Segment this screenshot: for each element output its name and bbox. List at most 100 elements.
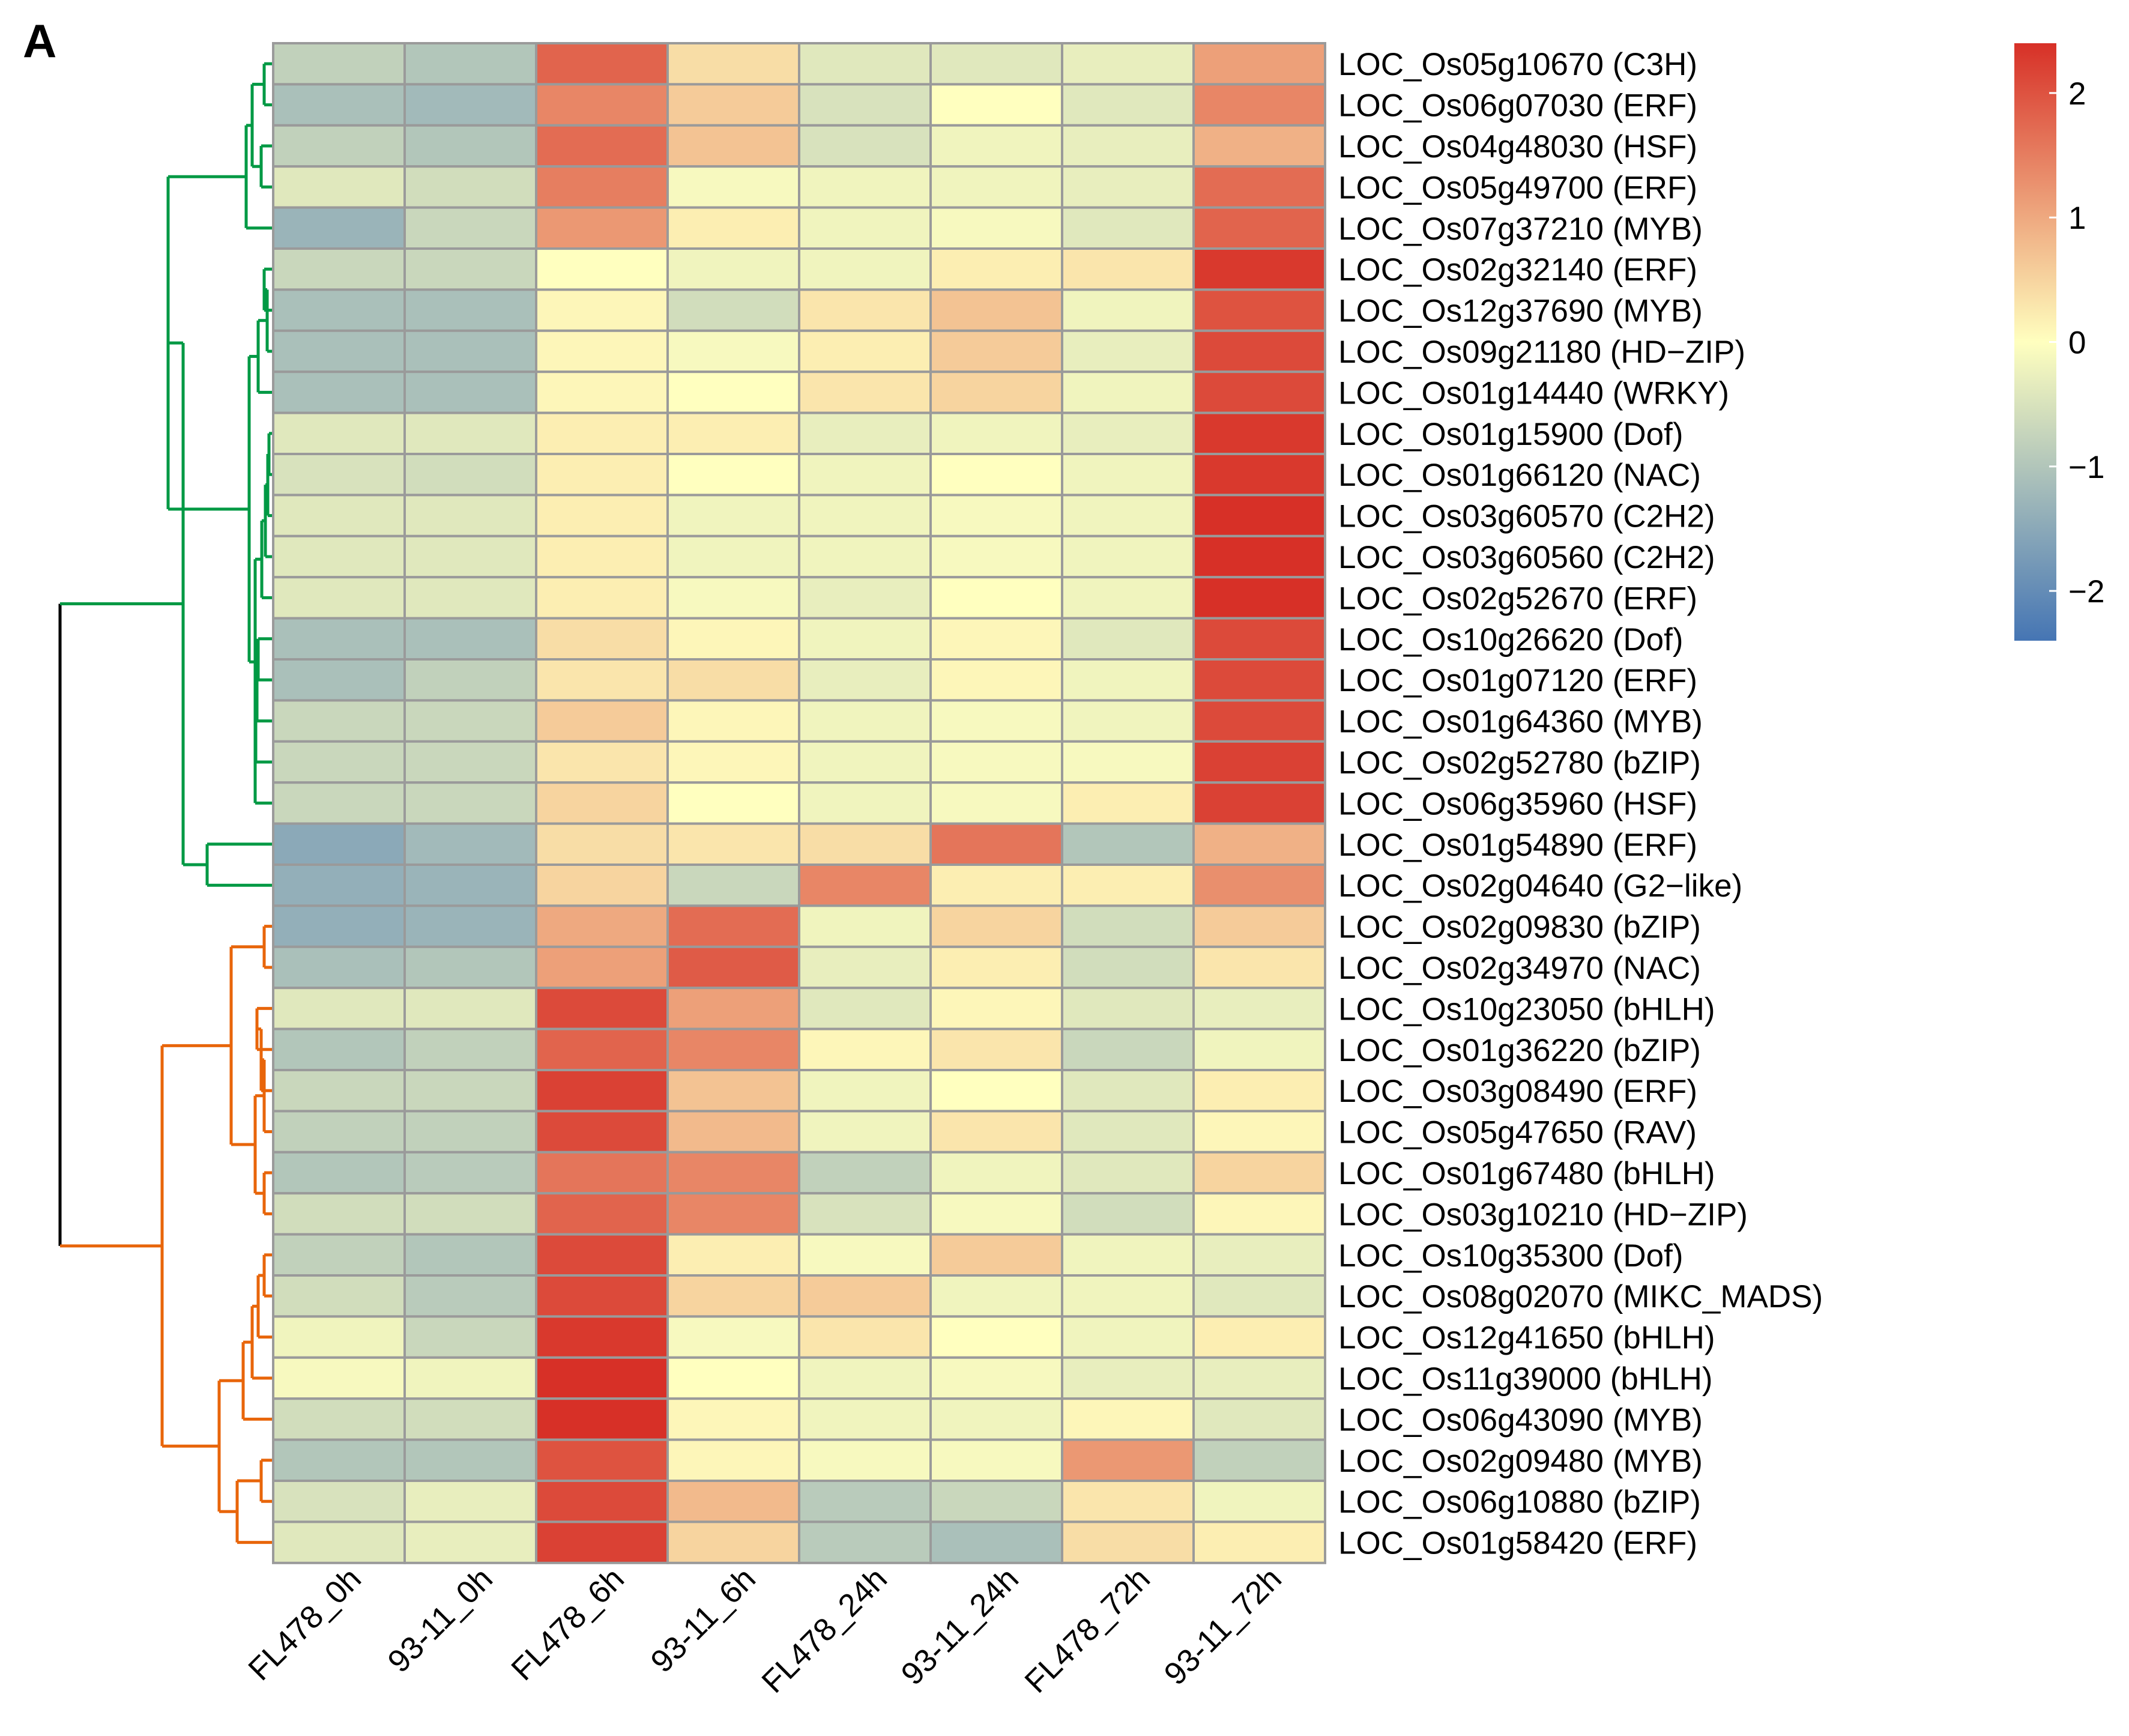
heatmap-cell — [535, 329, 669, 374]
heatmap-cell — [1192, 1151, 1326, 1195]
heatmap-cell — [929, 411, 1063, 455]
column-label: FL478_72h — [1018, 1561, 1157, 1700]
heatmap-cell — [666, 1069, 800, 1113]
heatmap-cell — [929, 658, 1063, 702]
heatmap-cell — [403, 329, 537, 374]
heatmap-cell — [929, 1274, 1063, 1318]
row-label: LOC_Os05g47650 (RAV) — [1338, 1115, 1697, 1151]
heatmap-cell — [798, 124, 932, 168]
heatmap-cell — [272, 617, 406, 661]
heatmap-cell — [798, 206, 932, 250]
heatmap-cell — [666, 1356, 800, 1400]
row-label: LOC_Os06g10880 (bZIP) — [1338, 1484, 1701, 1520]
heatmap-cell — [1192, 1438, 1326, 1483]
heatmap-cell — [272, 1397, 406, 1441]
heatmap-cell — [403, 1233, 537, 1277]
heatmap-cell — [929, 617, 1063, 661]
heatmap-cell — [666, 494, 800, 537]
heatmap-cell — [666, 576, 800, 620]
heatmap-cell — [1192, 822, 1326, 866]
heatmap-cell — [798, 370, 932, 414]
heatmap-cell — [666, 1192, 800, 1236]
heatmap-cell — [929, 987, 1063, 1030]
heatmap-cell — [1061, 411, 1195, 455]
heatmap-cell — [1192, 165, 1326, 209]
heatmap-cell — [535, 781, 669, 825]
heatmap-cell — [1061, 945, 1195, 990]
heatmap-cell — [666, 124, 800, 168]
heatmap-cell — [1192, 42, 1326, 86]
heatmap-cell — [403, 494, 537, 537]
heatmap-cell — [1061, 247, 1195, 291]
heatmap-cell — [666, 1151, 800, 1195]
row-label: LOC_Os10g35300 (Dof) — [1338, 1238, 1684, 1274]
row-label: LOC_Os12g41650 (bHLH) — [1338, 1320, 1715, 1356]
heatmap-cell — [1061, 1480, 1195, 1523]
heatmap-cell — [929, 1192, 1063, 1236]
heatmap-cell — [1192, 370, 1326, 414]
heatmap-cell — [272, 83, 406, 127]
heatmap-cell — [403, 576, 537, 620]
row-label: LOC_Os01g15900 (Dof) — [1338, 417, 1684, 452]
heatmap-cell — [798, 165, 932, 209]
heatmap-cell — [1061, 288, 1195, 332]
heatmap-cell — [535, 411, 669, 455]
heatmap-cell — [272, 945, 406, 990]
heatmap-cell — [272, 1151, 406, 1195]
heatmap-cell — [666, 945, 800, 990]
heatmap-cell — [535, 576, 669, 620]
row-label: LOC_Os02g09830 (bZIP) — [1338, 910, 1701, 945]
heatmap-cell — [272, 699, 406, 743]
heatmap-cell — [1192, 904, 1326, 948]
heatmap-cell — [403, 1438, 537, 1483]
heatmap-cell — [798, 1274, 932, 1318]
heatmap-cell — [1061, 781, 1195, 825]
heatmap-cell — [535, 1110, 669, 1154]
heatmap-cell — [798, 83, 932, 127]
row-label: LOC_Os08g02070 (MIKC_MADS) — [1338, 1279, 1823, 1314]
heatmap-cell — [1061, 987, 1195, 1030]
heatmap-cell — [535, 987, 669, 1030]
heatmap-cell — [666, 904, 800, 948]
heatmap-cell — [272, 576, 406, 620]
heatmap-cell — [1192, 1397, 1326, 1441]
heatmap-cell — [1061, 206, 1195, 250]
heatmap-cell — [403, 863, 537, 907]
heatmap-cell — [929, 124, 1063, 168]
heatmap-cell — [403, 1192, 537, 1236]
heatmap-cell — [798, 534, 932, 579]
heatmap-cell — [535, 1151, 669, 1195]
row-label: LOC_Os05g49700 (ERF) — [1338, 170, 1697, 205]
row-label: LOC_Os06g35960 (HSF) — [1338, 786, 1697, 821]
heatmap-cell — [929, 781, 1063, 825]
heatmap-cell — [666, 288, 800, 332]
heatmap-cell — [1192, 206, 1326, 250]
heatmap-cell — [535, 1192, 669, 1236]
heatmap-cell — [403, 288, 537, 332]
heatmap-cell — [798, 822, 932, 866]
column-label: FL478_6h — [504, 1561, 631, 1688]
heatmap-cell — [535, 740, 669, 784]
legend-tick-label: 2 — [2068, 76, 2086, 112]
heatmap-cell — [535, 1069, 669, 1113]
heatmap-cell — [272, 822, 406, 866]
heatmap-cell — [1192, 617, 1326, 661]
heatmap-cell — [666, 987, 800, 1030]
heatmap-cell — [666, 740, 800, 784]
heatmap-cell — [403, 83, 537, 127]
heatmap-cell — [1061, 1315, 1195, 1359]
heatmap-cell — [666, 1438, 800, 1483]
heatmap-cell — [1192, 288, 1326, 332]
heatmap-cell — [1061, 617, 1195, 661]
heatmap-cell — [929, 288, 1063, 332]
heatmap-cell — [1061, 1356, 1195, 1400]
column-labels: FL478_0h 93-11_0h FL478_6h 93-11_6hFL478_24… — [241, 1561, 1288, 1700]
heatmap-cell — [535, 945, 669, 990]
heatmap-cell — [798, 781, 932, 825]
heatmap-cell — [535, 1027, 669, 1071]
heatmap-cell — [798, 411, 932, 455]
row-label: LOC_Os07g37210 (MYB) — [1338, 211, 1703, 247]
heatmap-cell — [403, 1397, 537, 1441]
heatmap-cell — [1061, 1397, 1195, 1441]
heatmap-cell — [1061, 1233, 1195, 1277]
